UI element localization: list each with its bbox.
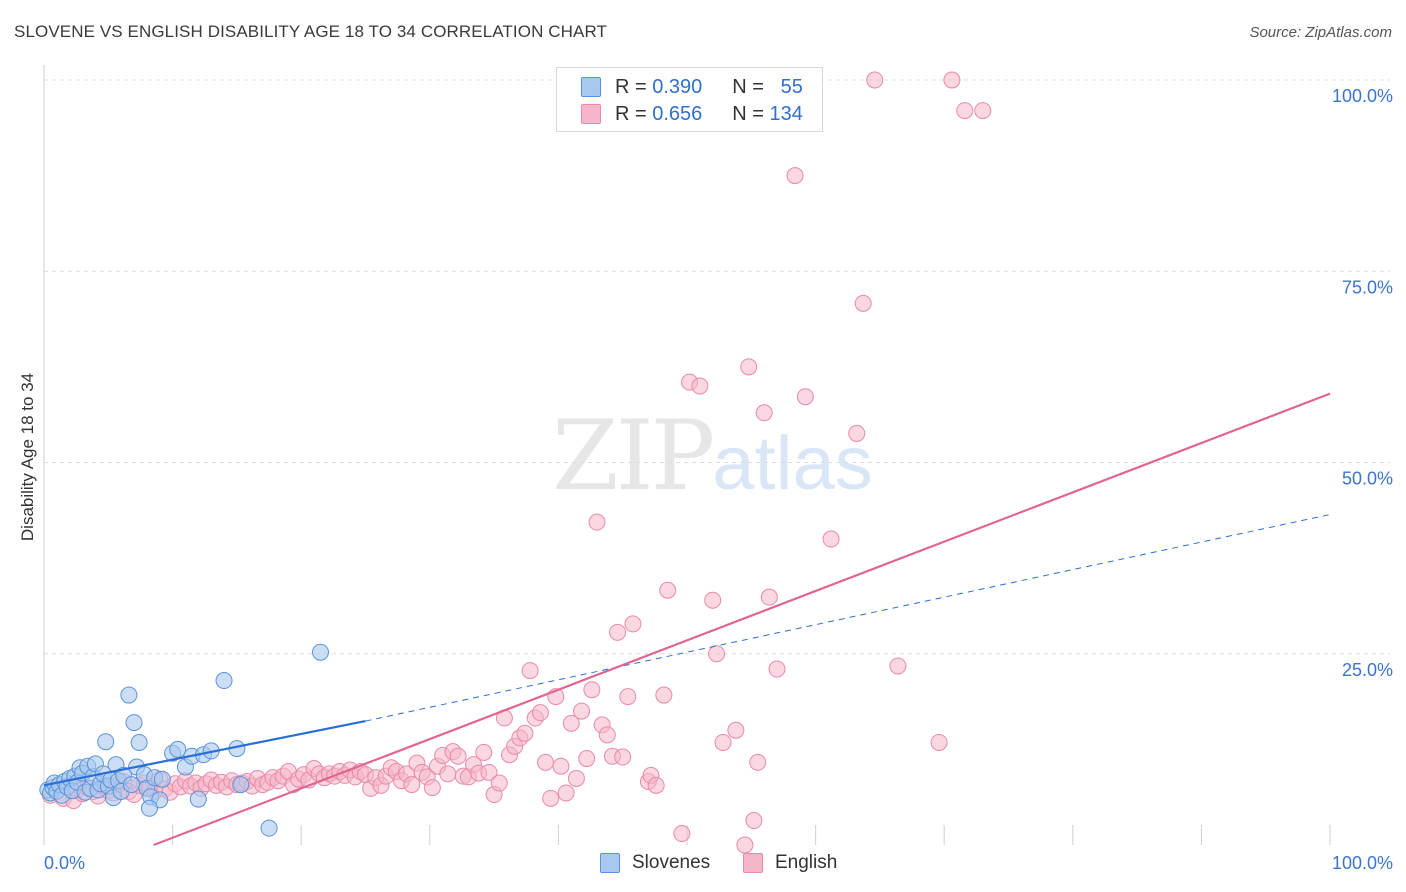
slovenes-point <box>311 643 329 661</box>
english-point <box>583 681 601 699</box>
english-point <box>943 71 961 89</box>
legend-r-label: R = <box>615 75 647 98</box>
english-point <box>673 825 691 843</box>
english-point <box>866 71 884 89</box>
legend-n-label: N = <box>732 75 764 98</box>
english-point <box>822 530 840 548</box>
english-point <box>786 167 804 185</box>
english-point <box>647 776 665 794</box>
legend-n-value: 134 <box>769 102 803 125</box>
slovenes-point <box>125 714 143 732</box>
slovenes-point <box>153 770 171 788</box>
english-point <box>598 726 616 744</box>
english-point <box>727 721 745 739</box>
english-point <box>749 753 767 771</box>
x-tick-label: 0.0% <box>44 853 85 873</box>
english-point <box>796 388 814 406</box>
legend-n-value: 55 <box>780 75 803 98</box>
x-tick-label: 100.0% <box>1332 853 1393 873</box>
slovenes-point <box>140 799 158 817</box>
series-legend: Slovenes English <box>0 852 1406 876</box>
slovenes-trend-line <box>43 719 366 787</box>
english-point <box>480 763 498 781</box>
english-point <box>755 404 773 422</box>
english-point <box>578 750 596 768</box>
legend-item-english[interactable]: English <box>743 852 837 874</box>
english-point <box>516 724 534 742</box>
legend-slovenes-label: Slovenes <box>632 852 711 873</box>
english-point <box>848 424 866 442</box>
english-point <box>531 704 549 722</box>
english-point <box>659 581 677 599</box>
english-point <box>521 662 539 680</box>
watermark-zip: ZIP <box>552 400 715 512</box>
english-point <box>439 765 457 783</box>
english-point <box>562 714 580 732</box>
english-point <box>557 784 575 802</box>
english-swatch <box>743 853 763 873</box>
english-point <box>745 812 763 830</box>
slovenes-point <box>169 740 187 758</box>
english-point <box>974 102 992 120</box>
slovenes-point <box>232 776 250 794</box>
english-point <box>573 702 591 720</box>
y-tick-label: 50.0% <box>1342 469 1393 489</box>
english-point <box>854 294 872 312</box>
legend-r-label: R = <box>615 102 647 125</box>
english-point <box>403 776 421 794</box>
legend-english-label: English <box>775 852 838 873</box>
english-point <box>889 657 907 675</box>
slovenes-point <box>120 686 138 704</box>
english-point <box>714 733 732 751</box>
source-label: Source: ZipAtlas.com <box>1249 24 1392 41</box>
english-point <box>567 769 585 787</box>
legend-item-slovenes[interactable]: Slovenes <box>600 852 710 874</box>
english-point <box>624 615 642 633</box>
english-point <box>537 753 555 771</box>
legend-n-label: N = <box>732 102 764 125</box>
english-point <box>691 377 709 395</box>
english-point <box>423 779 441 797</box>
slovenes-swatch <box>600 853 620 873</box>
english-point <box>736 836 754 854</box>
english-point <box>614 748 632 766</box>
english-point <box>704 591 722 609</box>
legend-row-english: R = 0.656 N = 134 <box>581 101 803 127</box>
legend-row-slovenes: R = 0.390 N = 55 <box>581 74 803 100</box>
y-tick-label: 100.0% <box>1332 86 1393 106</box>
slovenes-point <box>215 672 233 690</box>
y-tick-label: 75.0% <box>1342 277 1393 297</box>
english-point <box>760 588 778 606</box>
english-point <box>609 623 627 641</box>
slovenes-trend-dashed <box>365 514 1331 722</box>
english-swatch <box>581 104 601 124</box>
legend-r-value: 0.656 <box>652 102 703 125</box>
slovenes-point <box>260 819 278 837</box>
english-point <box>956 102 974 120</box>
english-point <box>740 358 758 376</box>
legend-r-value: 0.390 <box>652 75 703 98</box>
correlation-legend: R = 0.390 N = 55 R = 0.656 N = 134 <box>556 67 823 132</box>
english-point <box>655 686 673 704</box>
english-point <box>708 645 726 663</box>
english-point <box>490 774 508 792</box>
slovenes-point <box>189 790 207 808</box>
watermark-atlas: atlas <box>712 421 873 506</box>
english-point <box>475 743 493 761</box>
slovenes-point <box>97 733 115 751</box>
watermark: ZIPatlas <box>552 400 873 512</box>
slovenes-point <box>130 733 148 751</box>
english-point <box>930 733 948 751</box>
english-point <box>768 660 786 678</box>
english-trend-line <box>153 392 1331 847</box>
y-tick-label: 25.0% <box>1342 660 1393 680</box>
english-point <box>619 688 637 706</box>
chart-title: SLOVENE VS ENGLISH DISABILITY AGE 18 TO … <box>14 22 608 41</box>
slovenes-swatch <box>581 77 601 97</box>
english-point <box>449 747 467 765</box>
english-point <box>552 757 570 775</box>
english-point <box>542 789 560 807</box>
english-point <box>588 513 606 531</box>
